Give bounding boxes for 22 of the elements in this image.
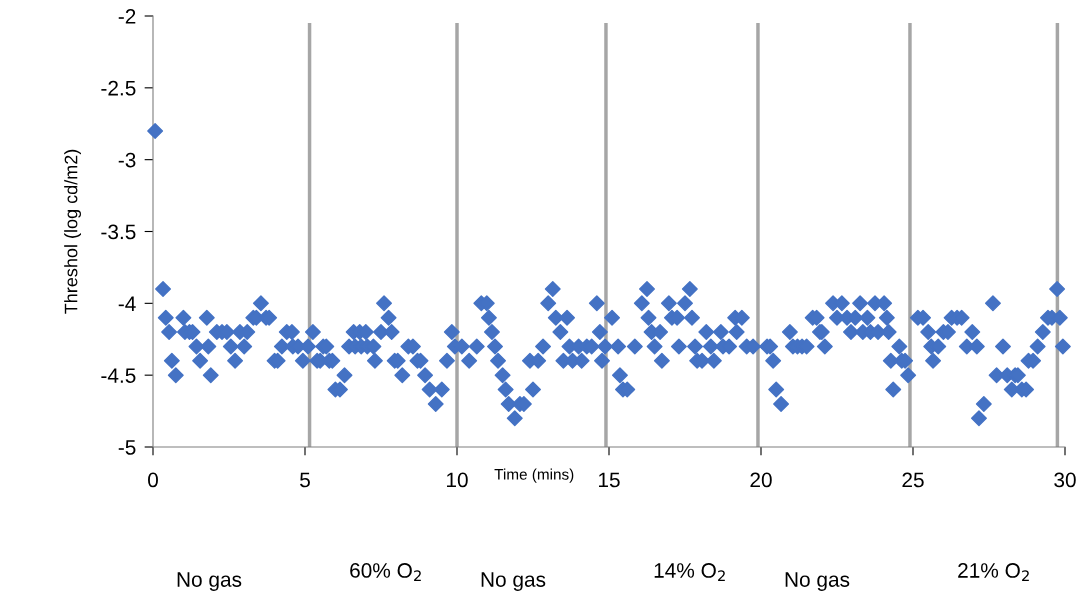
- text: No gas: [481, 572, 546, 591]
- x-tick-label: 25: [902, 472, 924, 488]
- x-tick-label: 30: [1054, 472, 1076, 488]
- x-axis-title: Time (mins): [494, 468, 574, 483]
- y-tick-label: -5: [118, 440, 136, 455]
- x-tick-label: 5: [300, 472, 310, 488]
- y-tick-label: -4.5: [101, 368, 136, 383]
- text: 21% O$_{2}$: [958, 563, 1029, 582]
- text: No gas: [177, 572, 242, 591]
- x-tick-label: 10: [447, 472, 468, 488]
- y-axis-title: Threshol (log cd/m2): [64, 149, 81, 314]
- x-tick-label: 20: [750, 472, 772, 488]
- y-tick-label: -2.5: [101, 80, 136, 96]
- text: 60% O$_{2}$: [350, 563, 421, 582]
- x-tick-label: 0: [148, 472, 158, 488]
- x-tick-label: 15: [599, 472, 620, 488]
- text: 14% O$_{2}$: [654, 563, 725, 582]
- y-tick-label: -4: [118, 296, 136, 311]
- y-tick-label: -2: [118, 9, 136, 24]
- y-tick-label: -3: [118, 152, 136, 168]
- y-tick-label: -3.5: [101, 224, 136, 240]
- text: No gas: [785, 572, 850, 591]
